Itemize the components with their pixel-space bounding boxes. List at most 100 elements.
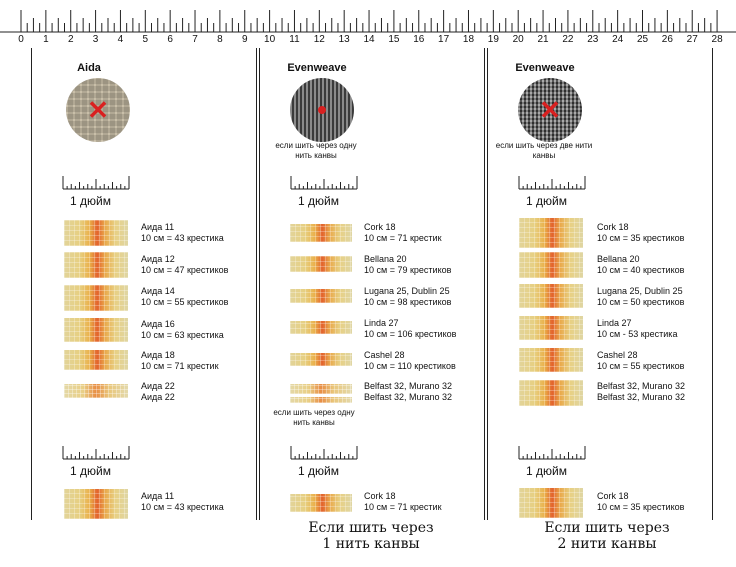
inch-label: 1 дюйм bbox=[298, 464, 339, 478]
fabric-label: Linda 27 10 см - 53 крестика bbox=[597, 318, 678, 339]
fabric-label: Belfast 32, Murano 32 bbox=[364, 381, 453, 391]
cross-stitch-icon: ✕ bbox=[87, 95, 109, 125]
ruler-number: 4 bbox=[117, 34, 124, 45]
ruler-number: 16 bbox=[413, 34, 425, 45]
fabric-swatch bbox=[64, 318, 128, 342]
ruler-number: 21 bbox=[537, 34, 549, 45]
inch-ruler bbox=[290, 176, 358, 190]
inch-ruler bbox=[62, 446, 130, 460]
fabric-label: Cork 18 10 см = 35 крестиков bbox=[597, 491, 685, 512]
fabric-swatch bbox=[64, 350, 128, 370]
ruler-number: 28 bbox=[711, 34, 723, 45]
fabric-swatch bbox=[290, 256, 352, 272]
ruler-number: 3 bbox=[92, 34, 99, 45]
fabric-swatch bbox=[519, 252, 583, 278]
ruler-number: 27 bbox=[686, 34, 698, 45]
top-ruler: 0 1 2 3 4 5 6 7 8 9 10 11 12 13 14 15 16 17 18 19 20 21 22 23 24… bbox=[0, 0, 736, 50]
stitch-note: если шить через одну нить канвы bbox=[273, 408, 355, 427]
fabric-swatch bbox=[64, 489, 128, 519]
ruler-number: 8 bbox=[217, 34, 223, 45]
fabric-label: Lugana 25, Dublin 25 10 см = 98 крестиков bbox=[364, 286, 452, 307]
inch-label: 1 дюйм bbox=[526, 194, 567, 208]
panel-title: Evenweave bbox=[287, 62, 347, 74]
fabric-swatch bbox=[290, 321, 352, 334]
fabric-label: Lugana 25, Dublin 25 10 см = 50 крестиков bbox=[597, 286, 685, 307]
ruler-number: 6 bbox=[167, 34, 173, 45]
fabric-label: Cork 18 10 см = 35 крестиков bbox=[597, 222, 685, 243]
ruler-number: 14 bbox=[363, 34, 375, 45]
ruler-number: 2 bbox=[67, 34, 74, 45]
fabric-swatch bbox=[290, 494, 352, 512]
inch-label: 1 дюйм bbox=[526, 464, 567, 478]
fabric-label: Аида 12 10 см = 47 крестиков bbox=[141, 254, 229, 275]
ruler-number: 1 bbox=[43, 34, 49, 45]
fabric-swatch bbox=[64, 285, 128, 311]
fabric-label: Аида 14 10 см = 55 крестиков bbox=[141, 286, 229, 307]
ruler-number: 25 bbox=[636, 34, 649, 45]
inch-label: 1 дюйм bbox=[70, 464, 111, 478]
ruler-number: 9 bbox=[241, 34, 248, 45]
fabric-label: Belfast 32, Murano 32 bbox=[597, 381, 686, 391]
fabric-label: Belfast 32, Murano 32 bbox=[364, 392, 453, 402]
ruler-number: 10 bbox=[264, 34, 276, 45]
fabric-label: Cork 18 10 см = 71 крестик bbox=[364, 222, 442, 243]
fabric-label: Cork 18 10 см = 71 крестик bbox=[364, 491, 442, 512]
ruler-number: 12 bbox=[313, 34, 325, 45]
fabric-swatch bbox=[64, 252, 128, 278]
ruler-number: 17 bbox=[438, 34, 450, 45]
ruler-number: 22 bbox=[562, 34, 574, 45]
caption-one-thread: Если шить через 1 нить канвы bbox=[308, 520, 434, 552]
fabric-swatch bbox=[519, 284, 583, 308]
fabric-swatch bbox=[64, 384, 128, 398]
ruler-number: 11 bbox=[289, 34, 300, 45]
fabric-label: Аида 11 10 см = 43 крестика bbox=[141, 222, 224, 243]
fabric-label: Аида 22 bbox=[141, 381, 175, 391]
ruler-number: 5 bbox=[142, 34, 149, 45]
ruler-number: 0 bbox=[18, 34, 24, 45]
cross-stitch-icon: ✕ bbox=[539, 95, 561, 125]
inch-ruler bbox=[62, 176, 130, 190]
fabric-label: Аида 18 10 см = 71 крестик bbox=[141, 350, 219, 371]
fabric-swatch bbox=[519, 348, 583, 372]
inch-ruler bbox=[518, 176, 586, 190]
ruler-number: 18 bbox=[462, 34, 475, 45]
fabric-swatch bbox=[290, 353, 352, 366]
fabric-swatch bbox=[290, 224, 352, 242]
panel-evenweave-two-threads: Evenweave ✕ если шить через две нити кан… bbox=[487, 48, 713, 520]
ruler-ticks bbox=[0, 10, 736, 33]
fabric-swatch bbox=[64, 220, 128, 246]
fabric-label: Bellana 20 10 см = 40 крестиков bbox=[597, 254, 685, 275]
ruler-number: 7 bbox=[192, 34, 198, 45]
evenweave-fabric-closeup bbox=[290, 78, 354, 142]
stitch-note: если шить через две нити канвы bbox=[495, 141, 593, 160]
fabric-label: Аида 16 10 см = 63 крестика bbox=[141, 319, 224, 340]
fabric-swatch bbox=[290, 289, 352, 303]
panel-title: Evenweave bbox=[515, 62, 575, 74]
ruler-number: 13 bbox=[338, 34, 350, 45]
fabric-label: Аида 22 bbox=[141, 392, 175, 402]
ruler-number: 24 bbox=[612, 34, 624, 45]
inch-ruler bbox=[518, 446, 586, 460]
stitch-dot-icon bbox=[318, 106, 326, 114]
fabric-swatch bbox=[290, 384, 352, 394]
fabric-label: Belfast 32, Murano 32 bbox=[597, 392, 686, 402]
fabric-swatch bbox=[519, 380, 583, 406]
panel-evenweave-one-thread: Evenweave если шить через одну нить канв… bbox=[259, 48, 485, 520]
inch-label: 1 дюйм bbox=[298, 194, 339, 208]
panel-aida: Aida ✕ 1 дюйм Аида 11 10 см = 43 крестика… bbox=[31, 48, 257, 520]
fabric-label: Bellana 20 10 см = 79 крестиков bbox=[364, 254, 452, 275]
evenweave-fabric-closeup: ✕ bbox=[518, 78, 582, 142]
fabric-swatch bbox=[519, 316, 583, 340]
caption-two-threads: Если шить через 2 нити канвы bbox=[544, 520, 670, 552]
fabric-swatch bbox=[519, 488, 583, 518]
inch-ruler bbox=[290, 446, 358, 460]
stitch-note: если шить через одну нить канвы bbox=[275, 141, 357, 160]
fabric-label: Cashel 28 10 см = 55 крестиков bbox=[597, 350, 685, 371]
fabric-label: Cashel 28 10 см = 110 крестиков bbox=[364, 350, 456, 371]
fabric-label: Аида 11 10 см = 43 крестика bbox=[141, 491, 224, 512]
ruler-number: 15 bbox=[388, 34, 400, 45]
inch-label: 1 дюйм bbox=[70, 194, 111, 208]
panel-title: Aida bbox=[77, 62, 101, 74]
aida-fabric-closeup: ✕ bbox=[66, 78, 130, 142]
ruler-number: 23 bbox=[587, 34, 599, 45]
